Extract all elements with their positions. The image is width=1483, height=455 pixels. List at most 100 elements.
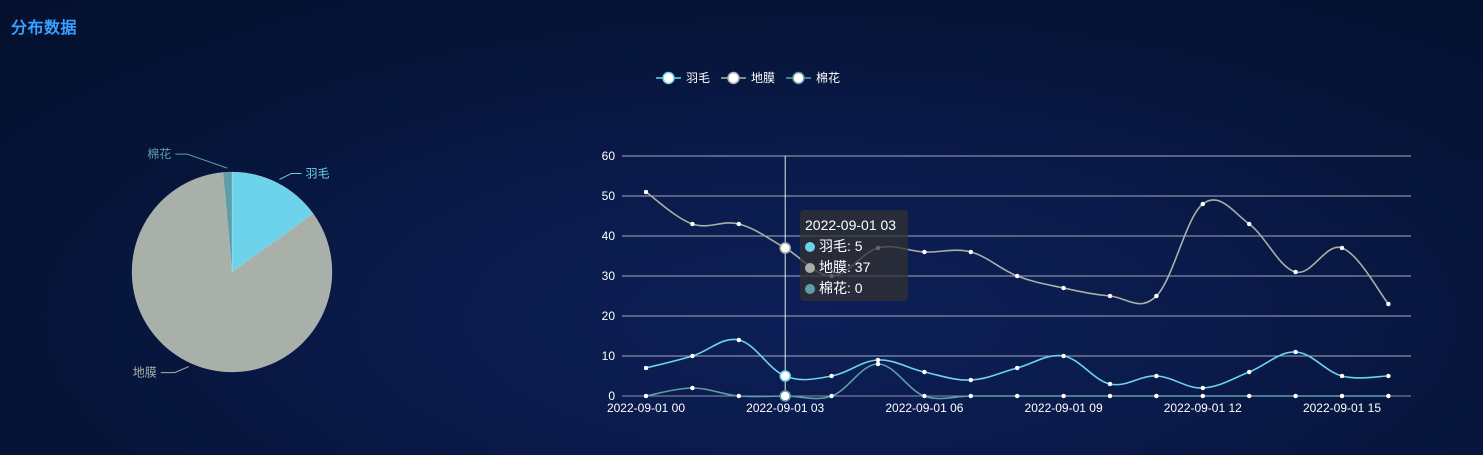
- series-point-棉花[interactable]: [1339, 393, 1345, 399]
- y-tick-label: 30: [602, 269, 616, 283]
- cotton-dot-icon: [805, 284, 815, 294]
- series-point-羽毛[interactable]: [779, 370, 791, 382]
- series-point-羽毛[interactable]: [922, 369, 927, 375]
- series-point-地膜[interactable]: [1246, 221, 1252, 227]
- y-tick-label: 10: [602, 349, 616, 363]
- series-point-棉花[interactable]: [1200, 393, 1206, 399]
- legend-item-羽毛[interactable]: 羽毛: [656, 71, 710, 85]
- line-chart-legend[interactable]: 羽毛 地膜 棉花: [656, 70, 840, 85]
- series-point-棉花[interactable]: [922, 393, 927, 399]
- series-point-羽毛[interactable]: [875, 357, 881, 363]
- legend-label: 棉花: [816, 70, 840, 85]
- series-point-羽毛[interactable]: [829, 373, 834, 379]
- x-tick-label: 2022-09-01 15: [1303, 401, 1381, 415]
- y-tick-label: 50: [602, 189, 616, 203]
- series-point-羽毛[interactable]: [1014, 365, 1020, 371]
- pie-slice-羽毛[interactable]: [231, 171, 314, 273]
- legend-label: 羽毛: [686, 71, 710, 85]
- pie-slice-地膜[interactable]: [131, 172, 333, 373]
- series-point-地膜[interactable]: [1014, 273, 1020, 279]
- tooltip-row-feather: 羽毛: 5: [805, 236, 908, 257]
- legend-dot-icon: [727, 71, 740, 85]
- legend-dot-icon: [662, 71, 675, 85]
- x-tick-label: 2022-09-01 06: [885, 401, 963, 415]
- series-point-地膜[interactable]: [779, 242, 791, 254]
- tooltip-row-label: 地膜: [819, 259, 847, 275]
- tooltip-row-value: 37: [854, 259, 871, 275]
- series-point-棉花[interactable]: [690, 385, 695, 391]
- series-point-羽毛[interactable]: [1386, 373, 1391, 379]
- chart-tooltip: 2022-09-01 03 羽毛: 5 地膜: 37 棉花: 0: [800, 210, 908, 301]
- series-point-羽毛[interactable]: [1339, 373, 1345, 379]
- series-point-羽毛[interactable]: [643, 365, 649, 371]
- y-tick-label: 0: [608, 389, 615, 403]
- series-point-棉花[interactable]: [1061, 393, 1066, 399]
- pie-label-line: [175, 153, 228, 169]
- pie-label-line: [160, 366, 189, 374]
- y-tick-label: 20: [602, 309, 616, 323]
- series-point-地膜[interactable]: [1061, 285, 1066, 291]
- series-point-地膜[interactable]: [736, 221, 742, 227]
- series-point-棉花[interactable]: [1154, 393, 1159, 399]
- series-point-棉花[interactable]: [1293, 393, 1298, 399]
- series-point-羽毛[interactable]: [968, 377, 974, 383]
- series-point-地膜[interactable]: [643, 189, 649, 195]
- pie-label-line: [279, 172, 302, 180]
- x-tick-label: 2022-09-01 03: [746, 401, 824, 415]
- panel-title: 分布数据: [11, 20, 78, 37]
- legend-item-地膜[interactable]: 地膜: [721, 71, 775, 85]
- series-point-羽毛[interactable]: [1200, 385, 1206, 391]
- tooltip-row-film: 地膜: 37: [805, 257, 908, 278]
- legend-label: 地膜: [751, 71, 775, 85]
- series-point-羽毛[interactable]: [1154, 373, 1159, 379]
- feather-dot-icon: [805, 242, 815, 252]
- series-point-地膜[interactable]: [1200, 201, 1206, 207]
- legend-item-棉花[interactable]: 棉花: [786, 70, 840, 85]
- series-point-地膜[interactable]: [1293, 269, 1298, 275]
- tooltip-row-label: 棉花: [819, 280, 847, 296]
- series-point-羽毛[interactable]: [1061, 353, 1066, 359]
- series-point-地膜[interactable]: [968, 249, 974, 255]
- pie-label-棉花: 棉花: [147, 146, 171, 161]
- pie-label-地膜: 地膜: [133, 366, 157, 380]
- x-tick-label: 2022-09-01 09: [1025, 401, 1103, 415]
- tooltip-row-value: 0: [854, 280, 863, 296]
- tooltip-title: 2022-09-01 03: [805, 217, 897, 233]
- series-point-地膜[interactable]: [1107, 293, 1113, 299]
- series-point-地膜[interactable]: [1386, 301, 1391, 307]
- series-point-棉花[interactable]: [779, 390, 791, 402]
- pie-label-羽毛: 羽毛: [305, 166, 329, 180]
- tooltip-row-label: 羽毛: [819, 238, 847, 254]
- series-point-棉花[interactable]: [1386, 393, 1391, 399]
- series-point-棉花[interactable]: [643, 393, 649, 399]
- series-point-羽毛[interactable]: [1107, 381, 1113, 387]
- series-point-羽毛[interactable]: [690, 353, 695, 359]
- series-point-地膜[interactable]: [1154, 293, 1159, 299]
- series-point-地膜[interactable]: [922, 249, 927, 255]
- series-point-棉花[interactable]: [968, 393, 974, 399]
- x-tick-label: 2022-09-01 00: [607, 401, 685, 415]
- series-line-羽毛: [645, 338, 1389, 389]
- film-dot-icon: [805, 263, 815, 273]
- series-point-棉花[interactable]: [875, 361, 881, 367]
- series-point-棉花[interactable]: [829, 393, 834, 399]
- series-point-棉花[interactable]: [1246, 393, 1252, 399]
- series-point-羽毛[interactable]: [1246, 369, 1252, 375]
- series-point-棉花[interactable]: [736, 393, 742, 399]
- pie-slice-棉花[interactable]: [222, 171, 233, 273]
- series-point-棉花[interactable]: [1014, 393, 1020, 399]
- tooltip-row-cotton: 棉花: 0: [805, 278, 908, 299]
- x-tick-label: 2022-09-01 12: [1164, 401, 1242, 415]
- series-point-地膜[interactable]: [1339, 245, 1345, 251]
- line-chart-grid: [622, 155, 1411, 397]
- series-point-羽毛[interactable]: [736, 337, 742, 343]
- legend-dot-icon: [792, 71, 805, 85]
- series-point-地膜[interactable]: [690, 221, 695, 227]
- series-line-地膜: [645, 191, 1390, 305]
- series-point-棉花[interactable]: [1107, 393, 1113, 399]
- series-point-羽毛[interactable]: [1293, 349, 1298, 355]
